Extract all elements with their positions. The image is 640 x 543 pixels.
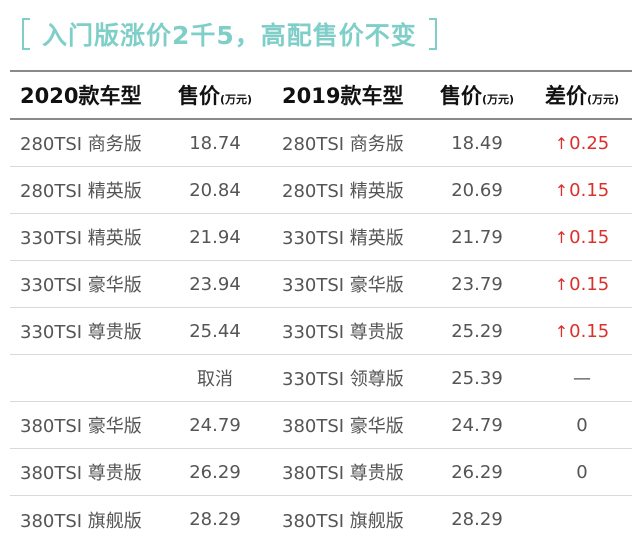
price-2020-cell: 24.79 <box>189 414 241 436</box>
model-2019-cell: 380TSI 豪华版 <box>282 416 404 437</box>
up-arrow-icon: ↑ <box>554 321 569 341</box>
model-2020-cell: 380TSI 尊贵版 <box>20 463 142 484</box>
table-row: 取消 330TSI 领尊版 25.39 — <box>10 355 632 402</box>
model-2020-cell: 380TSI 豪华版 <box>20 416 142 437</box>
diff-cell: ↑0.25 <box>532 133 632 154</box>
price-2019-cell: 26.29 <box>451 461 503 483</box>
price-2019-cell: 20.69 <box>451 179 503 201</box>
diff-cell: 0 <box>532 462 632 483</box>
up-arrow-icon: ↑ <box>554 133 569 153</box>
model-2020-cell: 280TSI 商务版 <box>20 134 142 155</box>
model-2019-cell: 330TSI 精英版 <box>282 228 404 249</box>
header-unit: (万元) <box>481 93 515 106</box>
diff-cell: ↑0.15 <box>532 274 632 295</box>
model-2020-cell: 330TSI 豪华版 <box>20 275 142 296</box>
diff-value: 0.15 <box>569 226 610 248</box>
diff-value: 0 <box>576 414 588 436</box>
model-2020-cell: 330TSI 尊贵版 <box>20 322 142 343</box>
header-2020-price: 售价(万元) <box>177 84 253 108</box>
diff-value: — <box>573 367 591 389</box>
table-row: 380TSI 旗舰版 28.29 380TSI 旗舰版 28.29 <box>10 496 632 543</box>
price-2020-cell: 取消 <box>197 369 233 390</box>
price-2020-cell: 18.74 <box>189 132 241 154</box>
price-2019-cell: 24.79 <box>451 414 503 436</box>
table-row: 380TSI 尊贵版 26.29 380TSI 尊贵版 26.29 0 <box>10 449 632 496</box>
diff-value: 0.15 <box>569 273 610 295</box>
header-2019-price: 售价(万元) <box>439 84 515 108</box>
price-2019-cell: 28.29 <box>451 509 503 530</box>
diff-cell: 0 <box>532 415 632 436</box>
table-row: 280TSI 精英版 20.84 280TSI 精英版 20.69 ↑0.15 <box>10 167 632 214</box>
page-title: 入门版涨价2千5，高配售价不变 <box>42 21 417 50</box>
header-2020-model: 2020款车型 <box>20 84 142 108</box>
price-2019-cell: 23.79 <box>451 273 503 295</box>
right-bracket-decoration <box>428 18 437 50</box>
model-2019-cell: 380TSI 旗舰版 <box>282 510 404 532</box>
diff-value: 0.25 <box>569 132 610 154</box>
price-2019-cell: 25.29 <box>451 320 503 342</box>
model-2019-cell: 330TSI 尊贵版 <box>282 322 404 343</box>
model-2020-cell: 380TSI 旗舰版 <box>20 510 142 532</box>
price-2020-cell: 21.94 <box>189 226 241 248</box>
table-row: 330TSI 精英版 21.94 330TSI 精英版 21.79 ↑0.15 <box>10 214 632 261</box>
price-2020-cell: 23.94 <box>189 273 241 295</box>
price-comparison-table: 2020款车型 售价(万元) 2019款车型 售价(万元) 差价(万元) 280… <box>10 70 632 543</box>
table-row: 330TSI 尊贵版 25.44 330TSI 尊贵版 25.29 ↑0.15 <box>10 308 632 355</box>
up-arrow-icon: ↑ <box>554 227 569 247</box>
header-diff: 差价(万元) <box>544 84 620 108</box>
diff-cell: ↑0.15 <box>532 227 632 248</box>
price-2020-cell: 20.84 <box>189 179 241 201</box>
table-row: 330TSI 豪华版 23.94 330TSI 豪华版 23.79 ↑0.15 <box>10 261 632 308</box>
diff-cell: ↑0.15 <box>532 321 632 342</box>
model-2019-cell: 280TSI 精英版 <box>282 181 404 202</box>
up-arrow-icon: ↑ <box>554 274 569 294</box>
model-2020-cell: 280TSI 精英版 <box>20 181 142 202</box>
diff-value: 0.15 <box>569 320 610 342</box>
up-arrow-icon: ↑ <box>554 180 569 200</box>
table-row: 380TSI 豪华版 24.79 380TSI 豪华版 24.79 0 <box>10 402 632 449</box>
header-2019-model: 2019款车型 <box>282 84 404 108</box>
model-2019-cell: 330TSI 豪华版 <box>282 275 404 296</box>
price-2019-cell: 18.49 <box>451 132 503 154</box>
diff-value: 0.15 <box>569 179 610 201</box>
header-unit: (万元) <box>219 93 253 106</box>
model-2019-cell: 380TSI 尊贵版 <box>282 463 404 484</box>
price-2020-cell: 25.44 <box>189 320 241 342</box>
model-2019-cell: 280TSI 商务版 <box>282 134 404 155</box>
diff-cell: — <box>532 368 632 389</box>
price-2019-cell: 25.39 <box>451 367 503 389</box>
price-2020-cell: 26.29 <box>189 461 241 483</box>
diff-value: 0 <box>576 461 588 483</box>
left-bracket-decoration <box>22 18 30 50</box>
price-2020-cell: 28.29 <box>189 509 241 530</box>
model-2020-cell: 330TSI 精英版 <box>20 228 142 249</box>
table-header-row: 2020款车型 售价(万元) 2019款车型 售价(万元) 差价(万元) <box>10 70 632 120</box>
page-title-bar: 入门版涨价2千5，高配售价不变 <box>22 14 437 54</box>
model-2019-cell: 330TSI 领尊版 <box>282 369 404 390</box>
diff-cell: ↑0.15 <box>532 180 632 201</box>
table-row: 280TSI 商务版 18.74 280TSI 商务版 18.49 ↑0.25 <box>10 120 632 167</box>
header-unit: (万元) <box>586 93 620 106</box>
price-2019-cell: 21.79 <box>451 226 503 248</box>
